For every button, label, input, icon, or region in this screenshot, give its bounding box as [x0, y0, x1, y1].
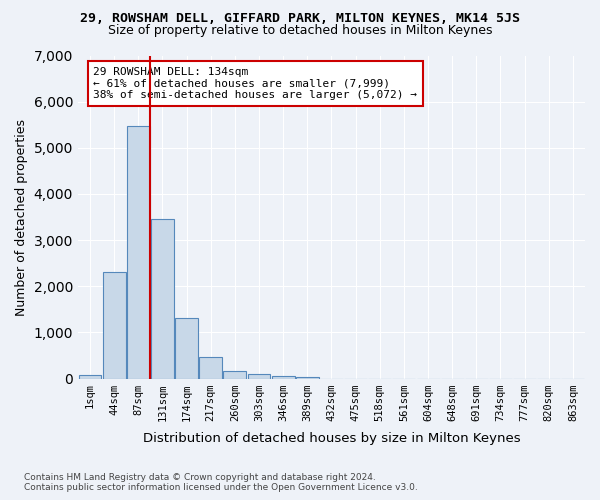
Bar [79, 375, 101, 378]
Bar [103, 272, 125, 378]
Text: Contains HM Land Registry data © Crown copyright and database right 2024.
Contai: Contains HM Land Registry data © Crown c… [24, 473, 418, 492]
Bar [199, 357, 222, 378]
Bar [175, 318, 198, 378]
Text: 29 ROWSHAM DELL: 134sqm
← 61% of detached houses are smaller (7,999)
38% of semi: 29 ROWSHAM DELL: 134sqm ← 61% of detache… [93, 67, 417, 100]
Text: 29, ROWSHAM DELL, GIFFARD PARK, MILTON KEYNES, MK14 5JS: 29, ROWSHAM DELL, GIFFARD PARK, MILTON K… [80, 12, 520, 26]
Bar [272, 376, 295, 378]
Bar [223, 371, 247, 378]
Text: Size of property relative to detached houses in Milton Keynes: Size of property relative to detached ho… [108, 24, 492, 37]
Bar [151, 220, 174, 378]
Y-axis label: Number of detached properties: Number of detached properties [15, 118, 28, 316]
X-axis label: Distribution of detached houses by size in Milton Keynes: Distribution of detached houses by size … [143, 432, 520, 445]
Bar [248, 374, 271, 378]
Bar [127, 126, 150, 378]
Bar [296, 377, 319, 378]
